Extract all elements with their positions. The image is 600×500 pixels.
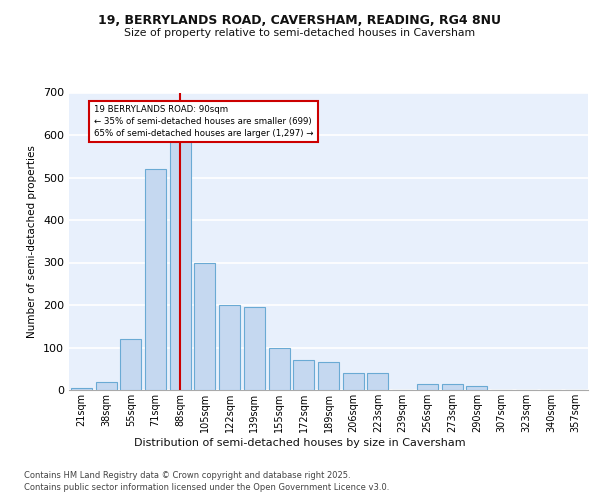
Bar xyxy=(367,373,388,390)
Bar xyxy=(95,382,116,390)
Text: 19, BERRYLANDS ROAD, CAVERSHAM, READING, RG4 8NU: 19, BERRYLANDS ROAD, CAVERSHAM, READING,… xyxy=(98,14,502,26)
Bar xyxy=(145,169,166,390)
Text: Distribution of semi-detached houses by size in Caversham: Distribution of semi-detached houses by … xyxy=(134,438,466,448)
Bar xyxy=(293,360,314,390)
Y-axis label: Number of semi-detached properties: Number of semi-detached properties xyxy=(28,145,37,338)
Text: 19 BERRYLANDS ROAD: 90sqm
← 35% of semi-detached houses are smaller (699)
65% of: 19 BERRYLANDS ROAD: 90sqm ← 35% of semi-… xyxy=(94,106,313,138)
Bar xyxy=(417,384,438,390)
Bar xyxy=(442,384,463,390)
Bar xyxy=(269,348,290,390)
Text: Contains HM Land Registry data © Crown copyright and database right 2025.: Contains HM Land Registry data © Crown c… xyxy=(24,472,350,480)
Bar xyxy=(71,388,92,390)
Text: Contains public sector information licensed under the Open Government Licence v3: Contains public sector information licen… xyxy=(24,483,389,492)
Bar xyxy=(219,305,240,390)
Bar xyxy=(194,262,215,390)
Text: Size of property relative to semi-detached houses in Caversham: Size of property relative to semi-detach… xyxy=(124,28,476,38)
Bar xyxy=(343,373,364,390)
Bar xyxy=(120,339,141,390)
Bar xyxy=(318,362,339,390)
Bar xyxy=(170,126,191,390)
Bar xyxy=(244,307,265,390)
Bar xyxy=(466,386,487,390)
